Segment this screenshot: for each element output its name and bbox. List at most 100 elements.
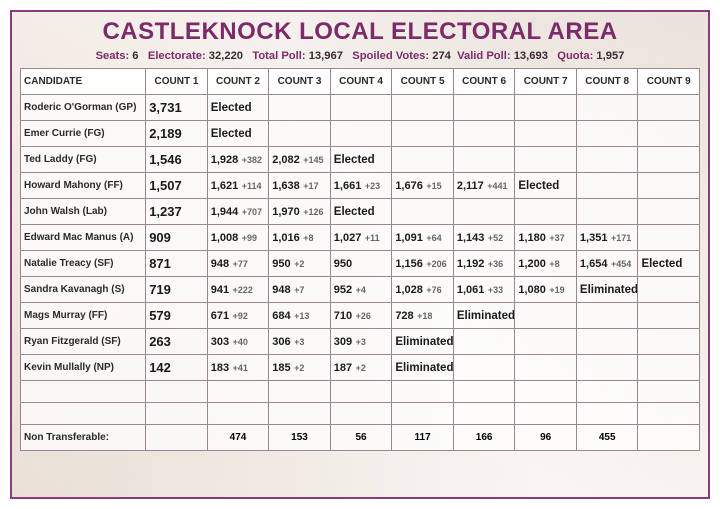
count-cell: 948 +77: [207, 251, 269, 277]
vote-value: 187: [334, 362, 352, 374]
vote-value: 728: [395, 310, 413, 322]
non-transferable-row: Non Transferable:4741535611716696455: [21, 425, 700, 451]
count-cell: [453, 199, 515, 225]
candidate-name: Ryan Fitzgerald (SF): [21, 329, 146, 355]
vote-value: 1,676: [395, 180, 423, 192]
vote-delta: +382: [239, 155, 262, 165]
count-cell: [638, 355, 700, 381]
col-count-9: COUNT 9: [638, 69, 700, 95]
count-cell: 1,156 +206: [392, 251, 454, 277]
vote-value: 303: [211, 336, 229, 348]
count-cell: 303 +40: [207, 329, 269, 355]
vote-value: 2,117: [457, 180, 484, 192]
count-cell: Elected: [207, 121, 269, 147]
count-cell: [576, 173, 638, 199]
vote-delta: +36: [485, 259, 503, 269]
count-cell: [576, 303, 638, 329]
count-cell: 1,661 +23: [330, 173, 392, 199]
vote-value: 185: [272, 362, 290, 374]
count-cell: [515, 121, 577, 147]
count-cell: 1,237: [146, 199, 208, 225]
count-cell: 941 +222: [207, 277, 269, 303]
count-cell: 1,351 +171: [576, 225, 638, 251]
count-cell: 950: [330, 251, 392, 277]
vote-value: 1,507: [149, 178, 182, 193]
vote-delta: +126: [301, 207, 324, 217]
status-label: Elected: [211, 102, 252, 114]
quota-value: 1,957: [596, 50, 624, 62]
count-cell: Eliminated: [392, 329, 454, 355]
count-cell: 309 +3: [330, 329, 392, 355]
vote-value: 1,621: [211, 180, 239, 192]
count-cell: Elected: [207, 95, 269, 121]
vote-delta: +40: [230, 337, 248, 347]
count-cell: 142: [146, 355, 208, 381]
status-label: Elected: [334, 154, 375, 166]
vote-value: 2,082: [272, 154, 300, 166]
vote-value: 710: [334, 310, 352, 322]
count-cell: 3,731: [146, 95, 208, 121]
results-card: CASTLEKNOCK LOCAL ELECTORAL AREA Seats: …: [10, 10, 710, 499]
candidate-name: Howard Mahony (FF): [21, 173, 146, 199]
status-label: Elected: [518, 180, 559, 192]
vote-delta: +441: [485, 181, 508, 191]
count-cell: [576, 95, 638, 121]
count-cell: 1,016 +8: [269, 225, 331, 251]
count-cell: 1,143 +52: [453, 225, 515, 251]
count-cell: 2,189: [146, 121, 208, 147]
count-cell: 1,200 +8: [515, 251, 577, 277]
vote-value: 871: [149, 256, 171, 271]
non-transferable-value: [146, 425, 208, 451]
vote-delta: +17: [301, 181, 319, 191]
table-row: Ted Laddy (FG)1,5461,928 +3822,082 +145E…: [21, 147, 700, 173]
count-cell: [453, 355, 515, 381]
candidate-name: Roderic O'Gorman (GP): [21, 95, 146, 121]
count-cell: [576, 355, 638, 381]
count-cell: [638, 277, 700, 303]
candidate-name: Mags Murray (FF): [21, 303, 146, 329]
seats-label: Seats:: [96, 50, 130, 62]
count-cell: 728 +18: [392, 303, 454, 329]
col-count-5: COUNT 5: [392, 69, 454, 95]
count-cell: [330, 121, 392, 147]
validpoll-value: 13,693: [514, 50, 548, 62]
count-cell: Elected: [330, 147, 392, 173]
vote-delta: +76: [424, 285, 442, 295]
count-cell: 871: [146, 251, 208, 277]
vote-delta: +13: [292, 311, 310, 321]
vote-delta: +222: [230, 285, 253, 295]
vote-value: 1,143: [457, 232, 485, 244]
count-cell: 1,928 +382: [207, 147, 269, 173]
count-cell: 1,008 +99: [207, 225, 269, 251]
table-row: Roderic O'Gorman (GP)3,731Elected: [21, 95, 700, 121]
count-cell: 1,970 +126: [269, 199, 331, 225]
table-row: Mags Murray (FF)579671 +92684 +13710 +26…: [21, 303, 700, 329]
non-transferable-label: Non Transferable:: [21, 425, 146, 451]
status-label: Eliminated: [395, 362, 453, 374]
vote-value: 1,661: [334, 180, 362, 192]
vote-delta: +18: [415, 311, 433, 321]
vote-delta: +19: [547, 285, 565, 295]
vote-delta: +707: [239, 207, 262, 217]
non-transferable-value: 153: [269, 425, 331, 451]
count-cell: 2,117 +441: [453, 173, 515, 199]
seats-value: 6: [132, 50, 138, 62]
count-cell: [638, 95, 700, 121]
vote-value: 1,080: [518, 284, 546, 296]
count-cell: [515, 329, 577, 355]
vote-delta: +52: [485, 233, 503, 243]
count-cell: [453, 147, 515, 173]
candidate-name: Kevin Mullally (NP): [21, 355, 146, 381]
non-transferable-value: [638, 425, 700, 451]
non-transferable-value: 455: [576, 425, 638, 451]
count-cell: Eliminated: [576, 277, 638, 303]
table-row: John Walsh (Lab)1,2371,944 +7071,970 +12…: [21, 199, 700, 225]
vote-delta: +77: [230, 259, 248, 269]
vote-delta: +11: [362, 233, 379, 243]
count-cell: [576, 199, 638, 225]
vote-value: 1,928: [211, 154, 239, 166]
count-cell: 719: [146, 277, 208, 303]
vote-value: 142: [149, 360, 171, 375]
col-count-7: COUNT 7: [515, 69, 577, 95]
count-cell: [269, 121, 331, 147]
